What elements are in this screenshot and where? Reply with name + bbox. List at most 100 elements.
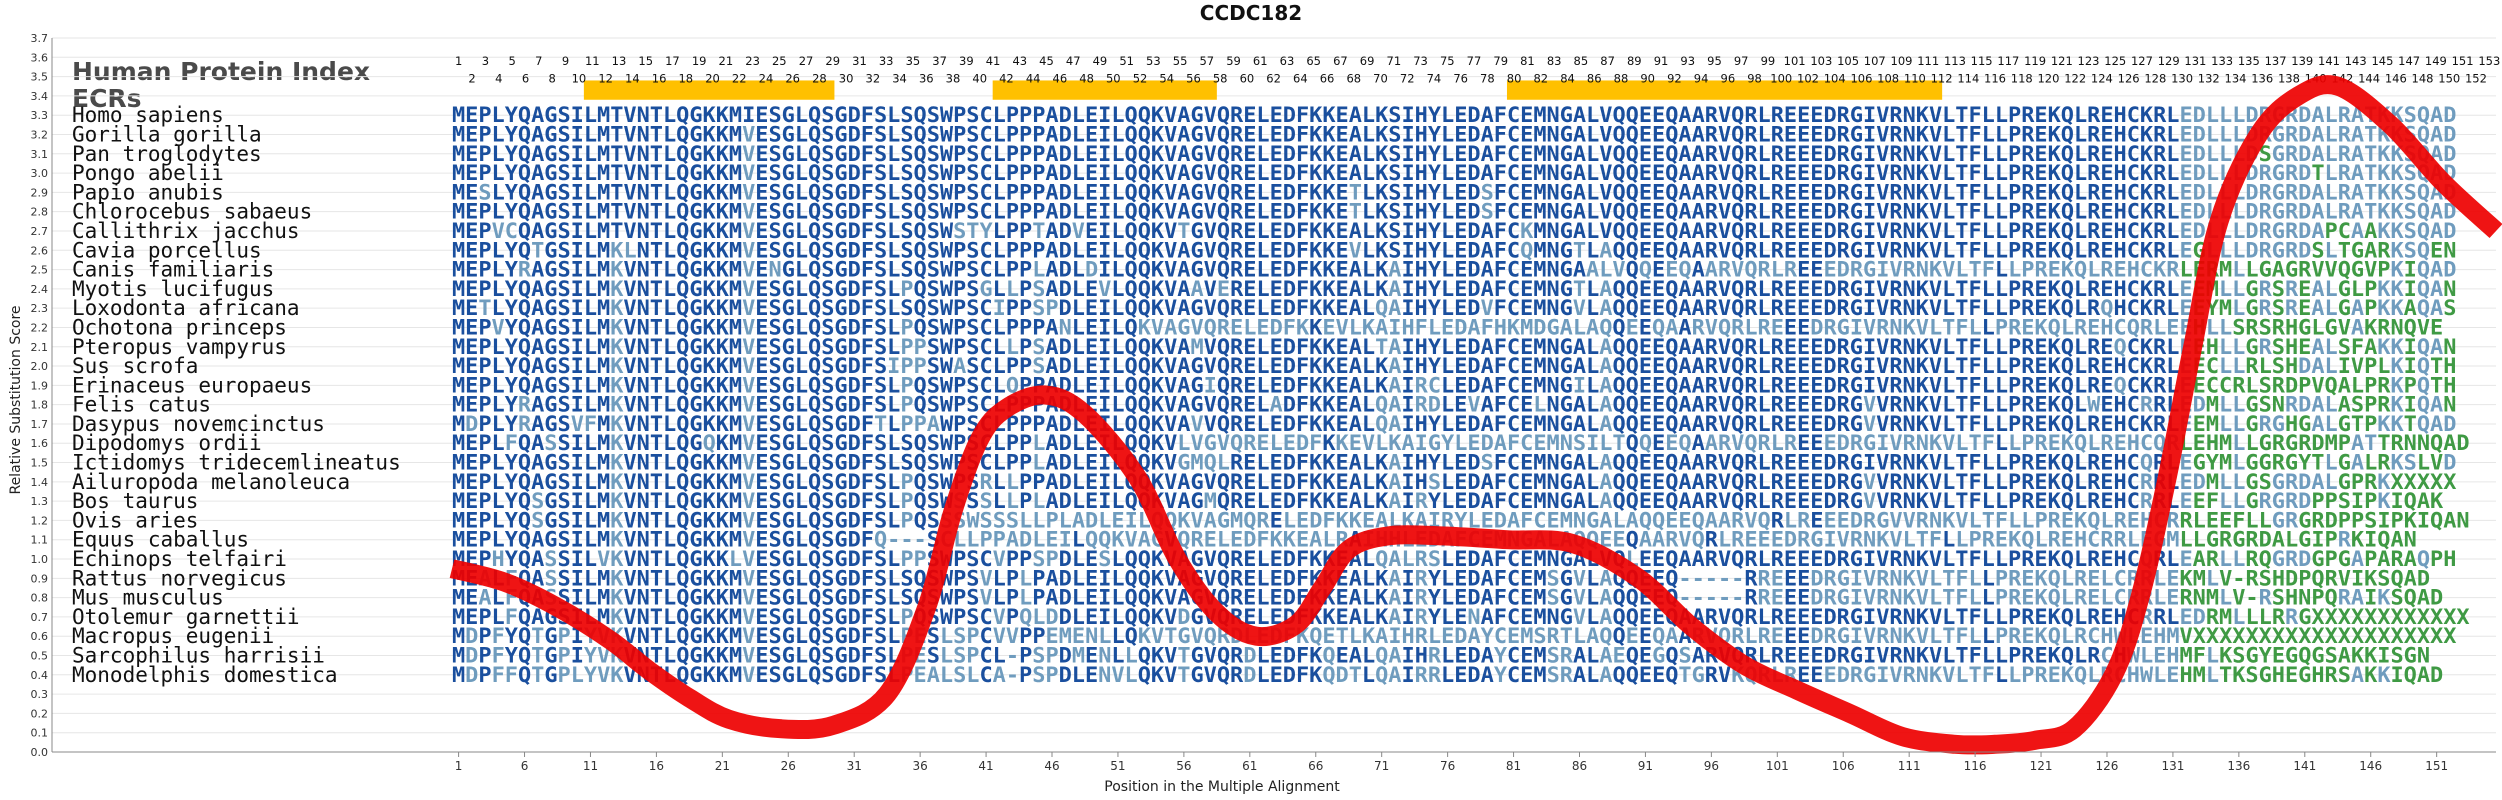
protein-index-number: 50 <box>1106 71 1121 85</box>
residue-run: V <box>742 373 755 398</box>
residue-run: G <box>2338 451 2351 476</box>
residue-run: D <box>465 644 478 669</box>
residue-run: S <box>966 489 979 514</box>
residue-run: GRD <box>2272 547 2312 572</box>
residue-run: M <box>1072 644 1085 669</box>
residue-run: RELEDFKKEALK <box>1230 277 1388 302</box>
residue-run: A <box>1599 412 1612 437</box>
residue-run: P <box>900 315 913 340</box>
residue-run: QA <box>1652 315 1678 340</box>
residue-run: S <box>2443 296 2456 321</box>
residue-run: A <box>2364 219 2377 244</box>
residue-run: MF <box>2180 644 2206 669</box>
residue-run: T <box>531 644 544 669</box>
ecr-label: ECRs <box>72 84 142 113</box>
residue-run: R <box>2285 605 2298 630</box>
residue-run: ESGLQSGDFSLSQSWPSCLPPPADLEILQQKVAGVQRELE… <box>755 238 1348 263</box>
y-tick-label: 2.2 <box>31 321 49 334</box>
residue-run: E <box>2179 451 2192 476</box>
residue-run: V <box>979 566 992 591</box>
residue-run: QRELEDFKKEALR <box>1177 528 1349 553</box>
sequence-row: MEPLYQAGSILM KVNTLQGKKM VESGLQSGDFSL PQSWPS… <box>452 373 2456 398</box>
x-axis-label: Position in the Multiple Alignment <box>1104 779 1340 795</box>
protein-index-number: 84 <box>1560 71 1575 85</box>
residue-run: SSWSSSLLPLADLEILQQKVAGMQR <box>940 508 1270 533</box>
residue-run: L <box>1032 258 1045 283</box>
residue-run: L <box>2219 586 2232 611</box>
protein-index-number: 151 <box>2452 54 2474 68</box>
residue-run: L <box>2206 663 2219 688</box>
residue-run: P <box>1006 605 1019 630</box>
residue-run: N <box>2443 335 2456 360</box>
residue-run: IHYLED <box>1401 296 1480 321</box>
residue-run: ESGLQSGDFSL <box>755 470 900 495</box>
residue-run: AFCE <box>1481 393 1534 418</box>
residue-run: TRNNQAD <box>2377 431 2469 456</box>
residue-run: I <box>571 644 584 669</box>
residue-run: AL <box>2311 412 2337 437</box>
residue-run: GS <box>2245 470 2271 495</box>
residue-run: PP <box>1006 547 1032 572</box>
residue-run: IH <box>1401 470 1427 495</box>
residue-run: C <box>980 624 993 649</box>
sequence-row: MEPLYQAGSILM KVNTLQGKKM VESGLQSGDFSL PQSWPS… <box>452 277 2456 302</box>
protein-index-number: 134 <box>2225 71 2247 85</box>
residue-run: Q <box>1626 528 1639 553</box>
protein-index-number: 33 <box>879 54 894 68</box>
residue-run: QAD <box>2417 258 2457 283</box>
residue-run: CLLPPADLEI <box>940 528 1072 553</box>
residue-run: TG <box>1678 663 1704 688</box>
residue-run: IQAK <box>2391 489 2444 514</box>
protein-index-number: 3 <box>482 54 489 68</box>
protein-index-number: 87 <box>1600 54 1615 68</box>
residue-run: L <box>993 470 1006 495</box>
residue-run: V <box>1573 586 1586 611</box>
residue-run: S <box>980 489 993 514</box>
residue-run: SRSRHGLGV <box>2232 315 2351 340</box>
residue-run: A <box>1190 277 1203 302</box>
residue-run: DRGIVRNKVLTFL <box>1810 586 1982 611</box>
residue-run: L <box>1982 586 1995 611</box>
protein-index-number: 112 <box>1931 71 1953 85</box>
protein-index-number: 108 <box>1877 71 1899 85</box>
ecr-bar <box>992 80 1217 100</box>
residue-run: AARVQ <box>1639 528 1705 553</box>
protein-index-number: 97 <box>1734 54 1749 68</box>
residue-run: K <box>610 277 623 302</box>
protein-index-number: 21 <box>719 54 734 68</box>
protein-index-number: 26 <box>785 71 800 85</box>
residue-run: Q <box>1613 624 1626 649</box>
residue-run: GLQSGDFSLSQSWPSCLPP <box>782 258 1033 283</box>
residue-run: QA <box>2417 277 2443 302</box>
x-tick-label: 146 <box>2359 759 2382 773</box>
residue-run: YQAGSILM <box>505 315 610 340</box>
residue-run: VNTLQGKKM <box>623 489 742 514</box>
residue-run: PP <box>900 335 926 360</box>
residue-run: KM <box>716 431 742 456</box>
residue-run: SP <box>1032 663 1058 688</box>
residue-run: GVQRELEDFKKEALKSIHYLEDAFC <box>1191 219 1521 244</box>
protein-index-number: 105 <box>1837 54 1859 68</box>
residue-run: VNTLQGKKM <box>623 451 742 476</box>
residue-run: EVLKAIHFLEDAFHKMDGALAQ <box>1322 315 1612 340</box>
residue-run: NTLQGKKM <box>637 238 742 263</box>
protein-index-number: 78 <box>1480 71 1495 85</box>
residue-run: NVL <box>1098 663 1138 688</box>
protein-index-number: 94 <box>1694 71 1709 85</box>
y-tick-label: 2.4 <box>31 283 49 296</box>
sequence-row: MDPLYRAGSVFMKVNTLQGKKM VESGLQSGDF TLPPAWPS… <box>452 412 2456 437</box>
residue-run: R <box>518 393 531 418</box>
residue-run: VNTLQGKKM <box>623 586 742 611</box>
residue-run: GMQL <box>1177 451 1230 476</box>
residue-run: YLEDAFCEMNGAL <box>1428 489 1600 514</box>
residue-run: VNTLQGKKM <box>623 393 742 418</box>
residue-run: DLE <box>1059 663 1099 688</box>
residue-run: A <box>1599 277 1612 302</box>
residue-run: K <box>610 489 623 514</box>
residue-run: K <box>1309 315 1322 340</box>
residue-run: EDRGIVRNKVLTF <box>1823 258 1994 283</box>
residue-run: LEDFKKEALKAIRYLEDAFCEMNGALAQQEEQAARVQ <box>1283 508 1771 533</box>
protein-index-number: 99 <box>1761 54 1776 68</box>
protein-index-number: 17 <box>665 54 680 68</box>
